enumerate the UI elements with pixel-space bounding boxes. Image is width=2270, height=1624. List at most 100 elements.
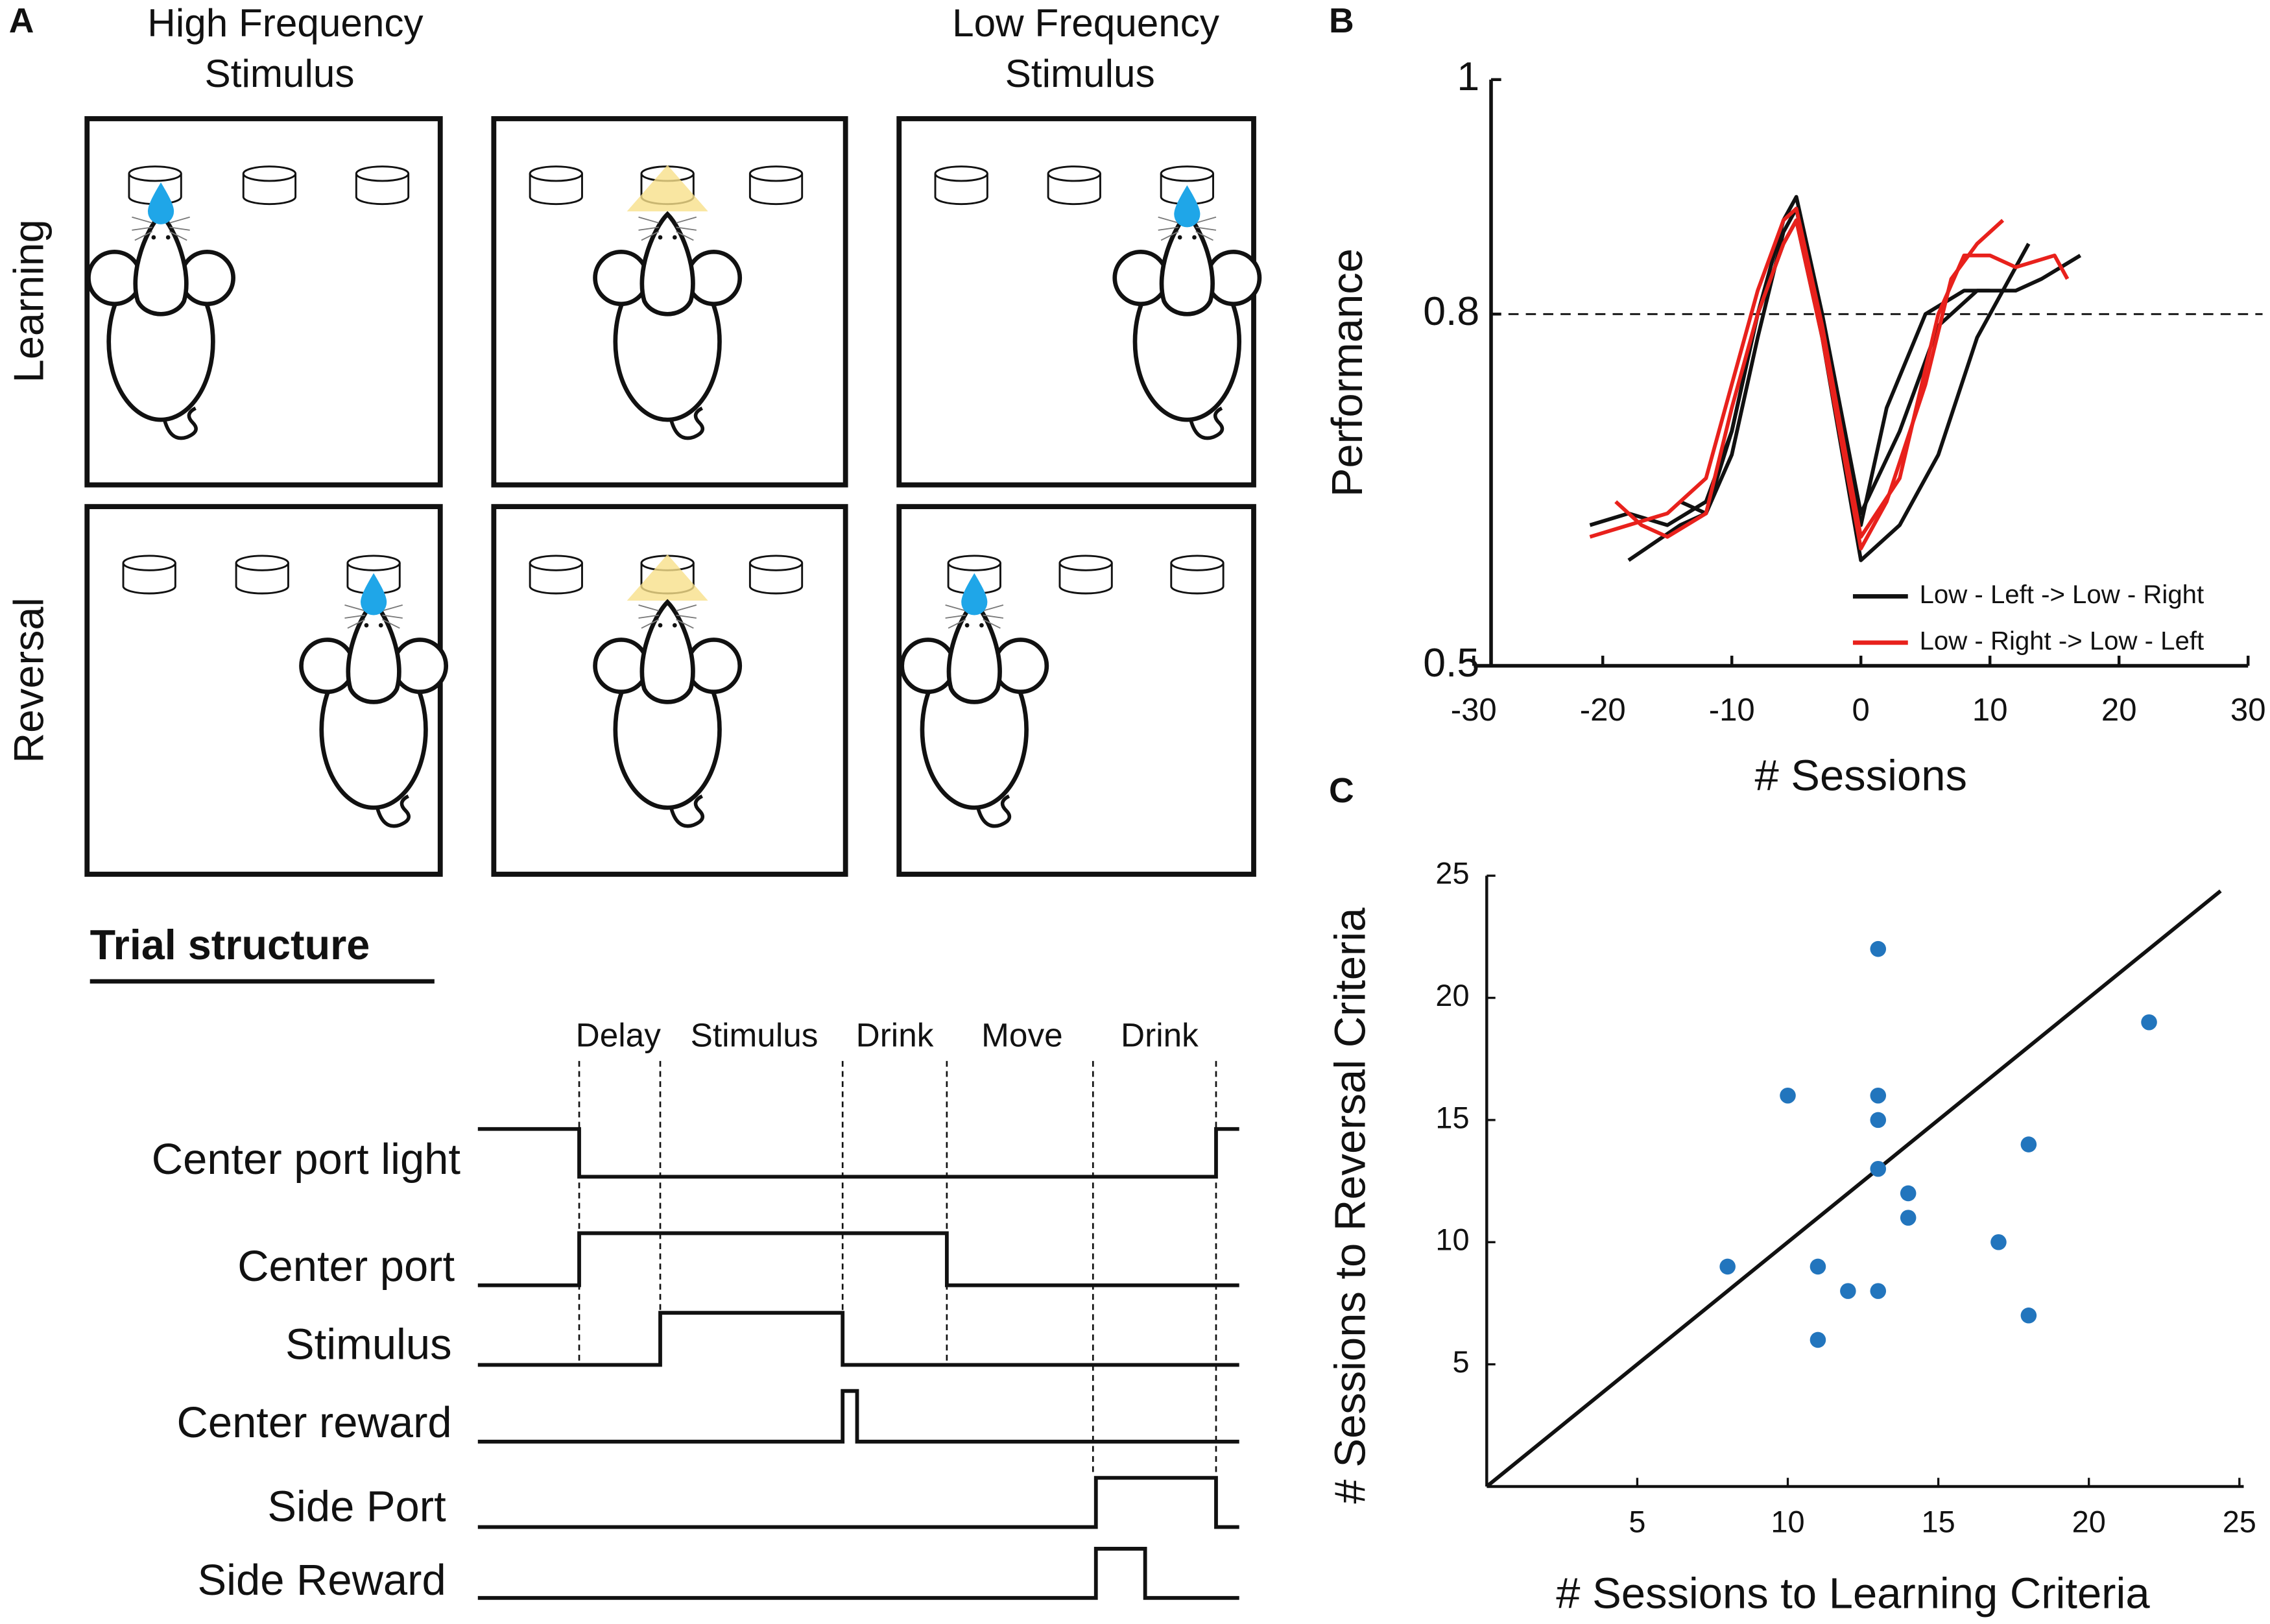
point bbox=[1840, 1283, 1856, 1299]
mouse bbox=[595, 602, 740, 826]
chart-c: 5 10 15 20 25 5 10 15 20 25 # Sessions to Reversal… bbox=[1326, 857, 2256, 1618]
point bbox=[1900, 1210, 1917, 1226]
point bbox=[2020, 1308, 2037, 1324]
epoch-label: Stimulus bbox=[691, 1017, 818, 1054]
signal-label: Side Reward bbox=[197, 1556, 446, 1605]
x-tick-label: 25 bbox=[2223, 1505, 2256, 1538]
x-tick-label: -20 bbox=[1580, 693, 1626, 728]
point bbox=[1900, 1185, 1917, 1202]
x-axis-label: # Sessions to Learning Criteria bbox=[1556, 1569, 2150, 1618]
port bbox=[1058, 555, 1113, 595]
y-tick-label: 10 bbox=[1435, 1223, 1469, 1257]
point bbox=[1870, 1160, 1887, 1177]
y-tick-label: 25 bbox=[1435, 857, 1469, 890]
legend-label: Low - Right -> Low - Left bbox=[1920, 626, 2204, 655]
y-tick-label: 1 bbox=[1457, 54, 1479, 99]
signal-label: Center reward bbox=[176, 1398, 451, 1447]
x-tick-label: 10 bbox=[1972, 693, 2008, 728]
point bbox=[1780, 1087, 1796, 1104]
epoch-label: Drink bbox=[856, 1017, 934, 1054]
mouse bbox=[1115, 214, 1260, 438]
arena bbox=[896, 116, 1256, 488]
chart-b: 0.5 0.8 1 -30 -20 -10 0 10 20 30 Performance # Sess… bbox=[1323, 54, 2265, 800]
x-tick-label: -10 bbox=[1709, 693, 1755, 728]
section-title: Trial structure bbox=[90, 921, 370, 968]
light bbox=[627, 554, 708, 601]
point bbox=[1870, 1283, 1887, 1299]
column-title: Stimulus bbox=[1005, 51, 1155, 95]
arena bbox=[84, 504, 443, 877]
signal-label: Center port light bbox=[152, 1135, 461, 1184]
signal-label: Stimulus bbox=[285, 1320, 452, 1368]
signal-trace bbox=[477, 1547, 1239, 1600]
port bbox=[355, 165, 410, 206]
signal-trace bbox=[477, 1127, 1239, 1179]
row-label: Reversal bbox=[5, 597, 53, 763]
mouse bbox=[88, 214, 233, 438]
signal-trace bbox=[477, 1389, 1239, 1444]
column-title: Low Frequency bbox=[952, 1, 1219, 45]
arena bbox=[896, 504, 1256, 877]
port bbox=[242, 165, 297, 206]
port bbox=[934, 165, 988, 206]
arena bbox=[84, 116, 443, 488]
series-line bbox=[1589, 195, 2082, 527]
arena bbox=[491, 116, 848, 488]
port bbox=[1047, 165, 1101, 206]
series-line bbox=[1627, 206, 2031, 562]
signal-label: Center port bbox=[237, 1242, 455, 1291]
point bbox=[1870, 1112, 1887, 1128]
row-label: Learning bbox=[5, 219, 53, 383]
arena bbox=[491, 504, 848, 877]
port bbox=[235, 555, 289, 595]
port bbox=[529, 165, 583, 206]
panel-label: C bbox=[1329, 772, 1354, 810]
mouse bbox=[595, 214, 740, 438]
identity-line bbox=[1485, 889, 2222, 1488]
x-tick-label: 20 bbox=[2072, 1505, 2106, 1538]
series-line bbox=[1589, 206, 2070, 539]
signal-traces bbox=[477, 1127, 1239, 1600]
port bbox=[122, 555, 176, 595]
legend-label: Low - Left -> Low - Right bbox=[1920, 580, 2204, 609]
y-axis-label: Performance bbox=[1323, 248, 1372, 497]
point bbox=[1870, 1087, 1887, 1104]
signal-trace bbox=[477, 1475, 1239, 1529]
point bbox=[1810, 1331, 1826, 1348]
y-axis-label: # Sessions to Reversal Criteria bbox=[1326, 907, 1375, 1504]
x-tick-label: 5 bbox=[1629, 1505, 1645, 1538]
column-title: High Frequency bbox=[147, 1, 423, 45]
column-title: Stimulus bbox=[205, 51, 355, 95]
x-tick-label: 10 bbox=[1771, 1505, 1804, 1538]
y-tick-label: 20 bbox=[1435, 979, 1469, 1012]
x-tick-label: -30 bbox=[1451, 693, 1497, 728]
arena-diagrams bbox=[84, 116, 1260, 877]
signal-label: Side Port bbox=[267, 1482, 446, 1531]
point bbox=[1810, 1258, 1826, 1275]
series-line bbox=[1614, 218, 2005, 551]
x-tick-label: 0 bbox=[1852, 693, 1870, 728]
panel-label: B bbox=[1329, 2, 1354, 40]
x-tick-label: 15 bbox=[1922, 1505, 1955, 1538]
point bbox=[2020, 1136, 2037, 1152]
port bbox=[1170, 555, 1225, 595]
epoch-label: Drink bbox=[1121, 1017, 1199, 1054]
signal-trace bbox=[477, 1231, 1239, 1287]
light bbox=[627, 165, 708, 211]
epoch-label: Move bbox=[981, 1017, 1062, 1054]
y-tick-label: 5 bbox=[1452, 1345, 1469, 1379]
x-tick-label: 30 bbox=[2230, 693, 2266, 728]
x-tick-label: 20 bbox=[2101, 693, 2137, 728]
mouse bbox=[302, 602, 446, 826]
port bbox=[529, 555, 583, 595]
mouse bbox=[902, 602, 1047, 826]
signal-trace bbox=[477, 1311, 1239, 1367]
x-axis-label: # Sessions bbox=[1754, 751, 1966, 800]
y-tick-label: 15 bbox=[1435, 1101, 1469, 1134]
point bbox=[1870, 940, 1887, 957]
point bbox=[2141, 1014, 2157, 1031]
y-tick-label: 0.5 bbox=[1423, 640, 1479, 686]
port bbox=[748, 555, 804, 595]
